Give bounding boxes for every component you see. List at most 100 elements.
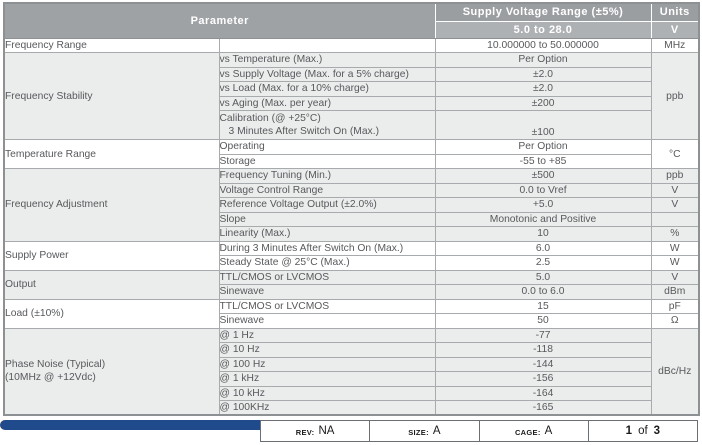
- value-cell: 0.0 to 6.0: [434, 284, 652, 300]
- value-cell: ±2.0: [434, 66, 652, 82]
- value-cell: Per Option: [434, 52, 652, 68]
- unit-cell: dBm: [650, 284, 700, 300]
- parameter-name-cell: Supply Power: [3, 240, 220, 271]
- unit-cell: °C: [650, 139, 700, 169]
- table-row: Slope Monotonic and Positive: [4, 211, 700, 227]
- value-cell: 15: [434, 298, 652, 314]
- footer-page-cell: 1 of 3: [589, 421, 697, 441]
- sub-parameter-cell: @ 100 Hz: [218, 356, 436, 372]
- value-cell: 10.000000 to 50.000000: [434, 37, 652, 53]
- unit-cell: W: [650, 255, 700, 271]
- unit-cell: %: [650, 226, 700, 242]
- sub-parameter-cell: TTL/CMOS or LVCMOS: [218, 269, 436, 285]
- sub-parameter-cell: Storage: [218, 153, 436, 169]
- table-row: Linearity (Max.) 10 %: [4, 226, 700, 242]
- value-cell: -165: [434, 400, 652, 416]
- value-cell: ±2.0: [434, 81, 652, 97]
- sub-parameter-cell: @ 1 Hz: [218, 327, 436, 343]
- parameter-name-cell: Load (±10%): [3, 298, 220, 329]
- table-row: Frequency Range 10.000000 to 50.000000 M…: [3, 37, 700, 53]
- table-row: Reference Voltage Output (±2.0%) +5.0 V: [4, 197, 700, 213]
- sub-parameter-cell: Linearity (Max.): [218, 226, 436, 242]
- parameter-name-cell: Temperature Range: [3, 139, 220, 169]
- table-row: Storage -55 to +85: [4, 153, 699, 169]
- footer-size-cell: SIZE: A: [370, 421, 480, 441]
- value-cell: ±100: [434, 110, 652, 140]
- value-cell: -156: [434, 371, 652, 387]
- table-row: Steady State @ 25°C (Max.) 2.5 W: [4, 255, 700, 271]
- sub-parameter-cell: Slope: [218, 211, 436, 227]
- value-cell: ±500: [434, 168, 652, 184]
- unit-cell: [650, 211, 700, 227]
- footer-rev-cell: REV: NA: [261, 421, 371, 441]
- table-row: Load (±10%) TTL/CMOS or LVCMOS 15 pF: [3, 298, 700, 329]
- footer-cage-cell: CAGE: A: [480, 421, 589, 441]
- header-parameter: Parameter: [3, 2, 436, 39]
- parameter-name-cell: Phase Noise (Typical) (10MHz @ +12Vdc): [3, 327, 220, 416]
- sub-parameter-cell: @ 10 Hz: [218, 342, 436, 358]
- page-of-label: of: [638, 425, 648, 437]
- unit-cell: ppb: [650, 168, 700, 184]
- spec-table: Parameter Supply Voltage Range (±5%) Uni…: [3, 2, 701, 416]
- page-total: 3: [653, 425, 661, 437]
- unit-cell: MHz: [650, 37, 700, 53]
- sub-parameter-cell: Sinewave: [218, 284, 436, 300]
- value-cell: -164: [434, 385, 652, 401]
- value-cell: ±200: [434, 95, 652, 111]
- table-row: vs Supply Voltage (Max. for a 5% charge)…: [4, 66, 699, 82]
- sub-parameter-cell: [218, 37, 436, 53]
- sub-parameter-cell: vs Supply Voltage (Max. for a 5% charge): [218, 66, 436, 82]
- table-row: Output TTL/CMOS or LVCMOS 5.0 V: [3, 269, 700, 300]
- value-cell: -144: [434, 356, 652, 372]
- value-cell: 2.5: [434, 255, 652, 271]
- parameter-name-line2: (10MHz @ +12Vdc): [5, 372, 96, 384]
- header-supply-voltage-range: Supply Voltage Range (±5%): [434, 2, 652, 22]
- sub-parameter-cell: Sinewave: [218, 313, 436, 329]
- sub-parameter-cell: During 3 Minutes After Switch On (Max.): [218, 240, 436, 256]
- value-cell: Monotonic and Positive: [434, 211, 652, 227]
- parameter-name-cell: Frequency Adjustment: [3, 168, 220, 242]
- unit-cell: V: [650, 182, 700, 198]
- sub-parameter-line1: Calibration (@ +25°C): [219, 112, 321, 124]
- table-row: Frequency Adjustment Frequency Tuning (M…: [3, 168, 700, 242]
- unit-cell: dBc/Hz: [650, 327, 700, 416]
- unit-cell: Ω: [650, 313, 700, 329]
- table-row: Calibration (@ +25°C) 3 Minutes After Sw…: [4, 110, 699, 140]
- parameter-name-line1: Phase Noise (Typical): [5, 358, 106, 370]
- value-cell: 6.0: [434, 240, 652, 256]
- sub-parameter-cell: @ 1 kHz: [218, 371, 436, 387]
- table-row: vs Aging (Max. per year) ±200: [4, 95, 699, 111]
- unit-cell: pF: [650, 298, 700, 314]
- value-cell: Per Option: [434, 139, 652, 155]
- table-row: @ 10 kHz -164: [4, 385, 699, 401]
- sub-parameter-cell: Voltage Control Range: [218, 182, 436, 198]
- table-header: Parameter Supply Voltage Range (±5%) Uni…: [3, 2, 700, 39]
- sub-parameter-cell: vs Load (Max. for a 10% charge): [218, 81, 436, 97]
- table-row: Supply Power During 3 Minutes After Swit…: [3, 240, 700, 271]
- sub-parameter-cell: Reference Voltage Output (±2.0%): [218, 197, 436, 213]
- unit-cell: ppb: [650, 52, 700, 140]
- value-cell: 5.0: [434, 269, 652, 285]
- footer-title-block: REV: NA SIZE: A CAGE: A 1 of 3: [260, 420, 698, 442]
- sub-parameter-cell: @ 10 kHz: [218, 385, 436, 401]
- sub-parameter-cell: Frequency Tuning (Min.): [218, 168, 436, 184]
- parameter-name-cell: Output: [3, 269, 220, 300]
- value-cell: 10: [434, 226, 652, 242]
- page-current: 1: [625, 425, 633, 437]
- value-cell: 50: [434, 313, 652, 329]
- header-units: Units: [650, 2, 700, 22]
- unit-cell: V: [650, 269, 700, 285]
- table-row: @ 100KHz -165: [4, 400, 699, 416]
- value-cell: -77: [434, 327, 652, 343]
- table-row: Voltage Control Range 0.0 to Vref V: [4, 182, 700, 198]
- sub-parameter-cell: Operating: [218, 139, 436, 155]
- header-units-value: V: [650, 20, 700, 39]
- sub-parameter-cell: vs Aging (Max. per year): [218, 95, 436, 111]
- sub-parameter-cell: vs Temperature (Max.): [218, 52, 436, 68]
- value-cell: -55 to +85: [434, 153, 652, 169]
- value-cell: -118: [434, 342, 652, 358]
- table-row: Temperature Range Operating Per Option °…: [3, 139, 700, 169]
- unit-cell: V: [650, 197, 700, 213]
- sub-parameter-cell: Calibration (@ +25°C) 3 Minutes After Sw…: [218, 110, 436, 140]
- sub-parameter-cell: TTL/CMOS or LVCMOS: [218, 298, 436, 314]
